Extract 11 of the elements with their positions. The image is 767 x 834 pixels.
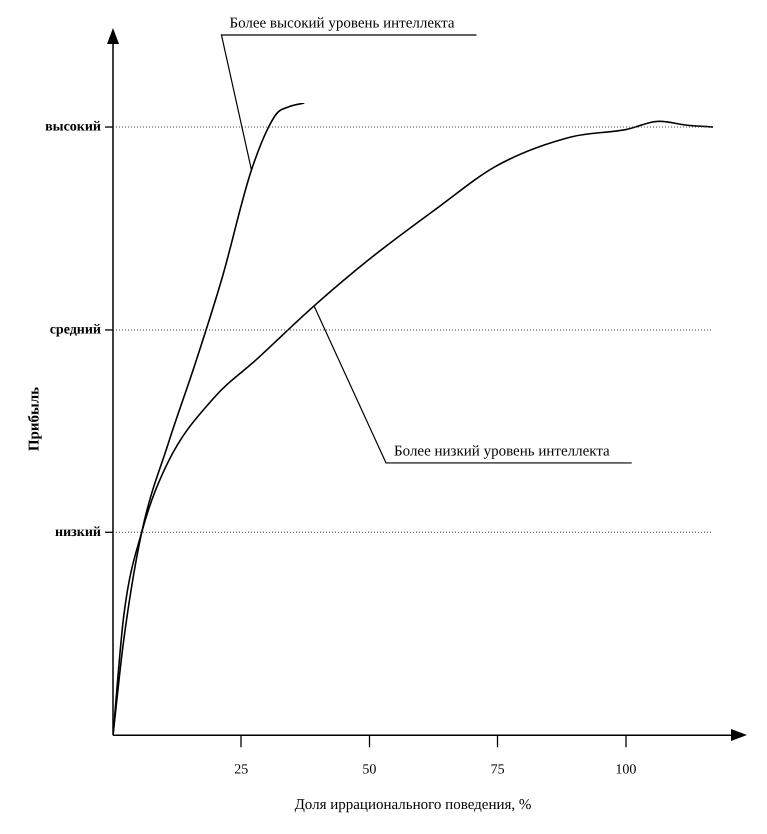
x-tick-label: 100 [615,762,636,778]
annotation: Более высокий уровень интеллекта [229,15,455,32]
x-tick-label: 25 [234,762,248,778]
x-tick-label: 75 [490,762,505,778]
annotation: Более низкий уровень интеллекта [394,443,610,460]
x-tick-label: 50 [362,762,376,778]
ref-line-label: высокий [45,120,101,135]
ref-line-label: средний [50,322,101,338]
x-axis-title: Доля иррационального поведения, % [294,796,532,813]
y-axis-title: Прибыль [26,386,44,452]
ref-line-label: низкий [55,524,101,540]
